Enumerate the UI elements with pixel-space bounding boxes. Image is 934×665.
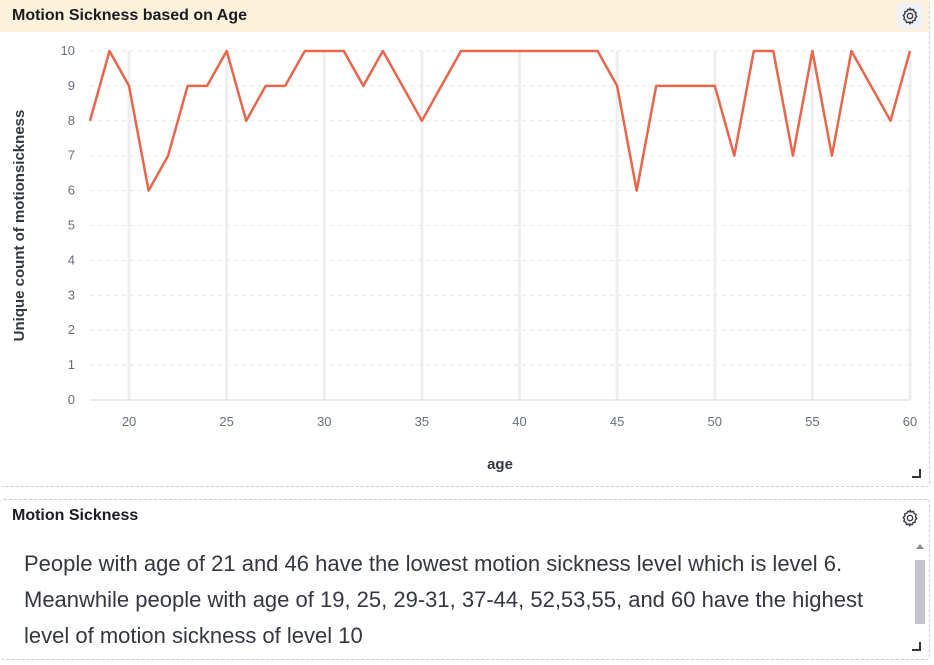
markdown-body-text: People with age of 21 and 46 have the lo… [24, 551, 864, 648]
x-tick-label: 60 [903, 414, 917, 429]
y-tick-label: 8 [68, 113, 75, 128]
gear-icon [902, 7, 918, 25]
y-tick-label: 6 [68, 183, 75, 198]
y-tick-label: 5 [68, 218, 75, 233]
scrollbar-thumb[interactable] [915, 560, 925, 624]
y-tick-label: 2 [68, 322, 75, 337]
y-tick-label: 9 [68, 78, 75, 93]
chart-panel-title: Motion Sickness based on Age [12, 7, 248, 24]
y-tick-label: 0 [68, 392, 75, 407]
markdown-panel-title: Motion Sickness [12, 507, 139, 524]
x-tick-label: 45 [610, 414, 624, 429]
grid-layer [90, 50, 912, 401]
gear-icon [902, 509, 918, 527]
scrollbar[interactable] [913, 540, 925, 640]
x-tick-label: 55 [805, 414, 819, 429]
markdown-panel: Motion Sickness People with age of 21 an… [0, 499, 930, 660]
chart-panel-header: Motion Sickness based on Age [0, 0, 929, 32]
y-tick-label: 1 [68, 357, 75, 372]
x-tick-label: 50 [708, 414, 722, 429]
y-axis-title: Unique count of motionsickness [11, 110, 28, 342]
x-tick-label: 25 [219, 414, 233, 429]
y-tick-label: 3 [68, 287, 75, 302]
x-tick-label: 35 [415, 414, 429, 429]
y-tick-label: 7 [68, 148, 75, 163]
x-axis-title: age [487, 456, 513, 473]
x-tick-label: 20 [122, 414, 136, 429]
x-tick-label: 40 [512, 414, 526, 429]
markdown-panel-settings-button[interactable] [897, 505, 923, 531]
resize-handle-icon[interactable] [912, 469, 921, 478]
y-tick-label: 4 [68, 252, 75, 267]
chart-panel-settings-button[interactable] [897, 3, 923, 29]
resize-handle-icon[interactable] [912, 642, 921, 651]
y-tick-label: 10 [61, 43, 75, 58]
x-tick-label: 30 [317, 414, 331, 429]
markdown-panel-header: Motion Sickness [0, 500, 929, 532]
series-line [88, 49, 912, 192]
scroll-up-arrow-icon[interactable] [916, 544, 924, 549]
